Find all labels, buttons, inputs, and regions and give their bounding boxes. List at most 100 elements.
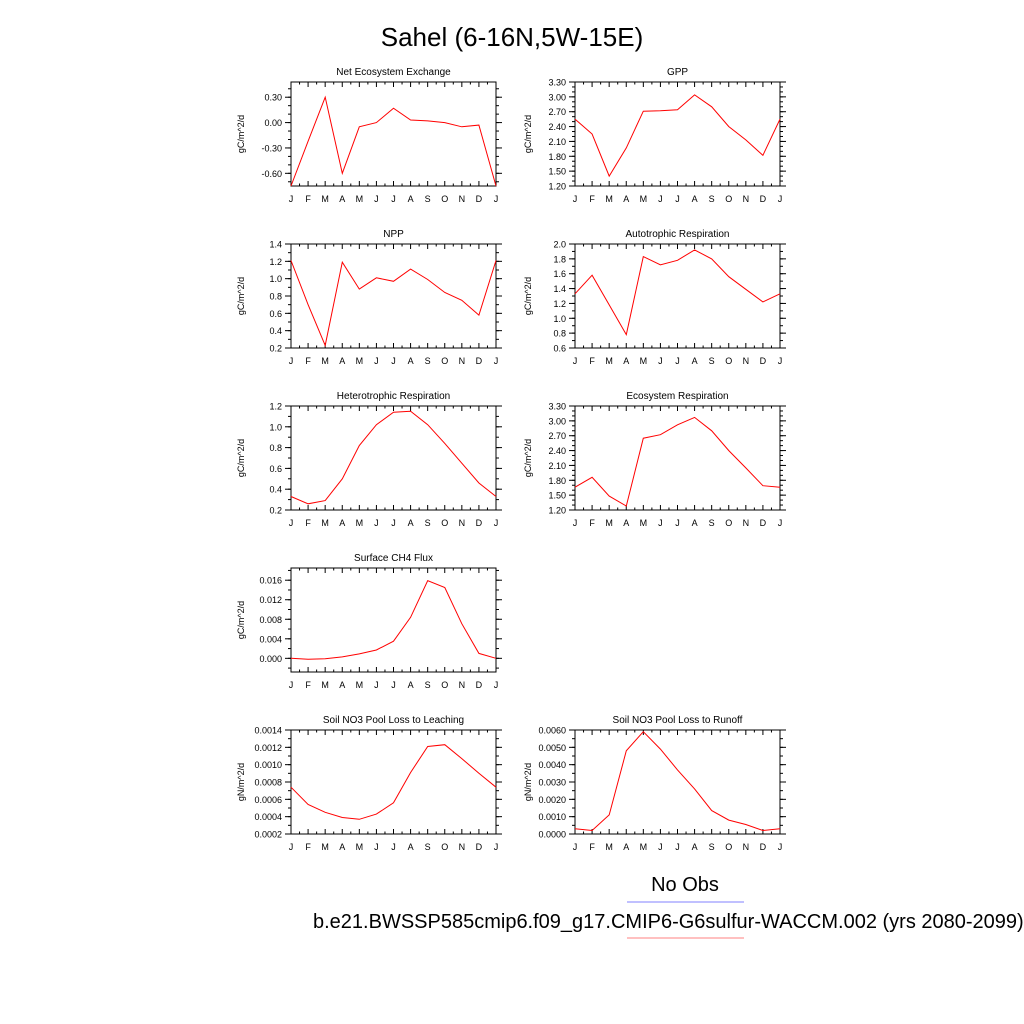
- y-axis-label: gC/m^2/d: [236, 439, 246, 477]
- x-tick-label: S: [425, 680, 431, 690]
- x-tick-label: A: [408, 356, 414, 366]
- y-tick-label: 0.6: [553, 344, 566, 354]
- x-tick-label: D: [476, 680, 483, 690]
- series-line: [574, 730, 781, 832]
- y-tick-label: 0.00: [264, 118, 282, 128]
- y-tick-label: 0.8: [553, 329, 566, 339]
- y-tick-label: 0.0012: [254, 743, 282, 753]
- y-axis-label: gC/m^2/d: [236, 277, 246, 315]
- plot-frame: [290, 405, 497, 511]
- x-tick-label: A: [339, 194, 345, 204]
- x-tick-label: M: [356, 680, 364, 690]
- x-tick-label: O: [725, 842, 732, 852]
- x-tick-label: M: [605, 356, 613, 366]
- plot-frame: [290, 243, 497, 349]
- x-tick-label: S: [709, 518, 715, 528]
- x-tick-label: J: [658, 518, 663, 528]
- x-tick-label: N: [459, 680, 466, 690]
- y-tick-label: 0.000: [259, 654, 282, 664]
- panel-title: GPP: [667, 67, 688, 78]
- y-tick-label: 0.0002: [254, 830, 282, 840]
- x-tick-label: J: [494, 194, 499, 204]
- x-tick-label: J: [391, 518, 396, 528]
- x-tick-label: A: [408, 518, 414, 528]
- y-tick-label: 0.30: [264, 93, 282, 103]
- x-tick-label: A: [339, 680, 345, 690]
- x-tick-label: M: [605, 842, 613, 852]
- x-tick-label: D: [760, 194, 767, 204]
- x-tick-label: N: [459, 194, 466, 204]
- y-tick-label: 3.30: [548, 402, 566, 412]
- x-tick-label: J: [289, 842, 294, 852]
- x-tick-label: M: [321, 842, 329, 852]
- x-tick-label: O: [441, 194, 448, 204]
- plot-frame: [574, 81, 781, 187]
- series-line: [290, 95, 497, 187]
- x-tick-label: A: [339, 518, 345, 528]
- y-tick-label: 1.0: [269, 274, 282, 284]
- series-line: [290, 410, 497, 505]
- y-tick-label: 1.80: [548, 152, 566, 162]
- x-tick-label: J: [289, 194, 294, 204]
- y-tick-label: 0.8: [269, 292, 282, 302]
- y-tick-label: 0.0006: [254, 795, 282, 805]
- x-tick-label: J: [391, 842, 396, 852]
- x-tick-label: A: [339, 356, 345, 366]
- y-tick-label: 1.2: [269, 402, 282, 412]
- x-tick-label: S: [709, 194, 715, 204]
- x-tick-label: N: [743, 194, 750, 204]
- x-tick-label: M: [640, 194, 648, 204]
- x-tick-label: J: [675, 518, 680, 528]
- x-tick-label: F: [305, 356, 311, 366]
- series-line: [574, 249, 781, 336]
- legend-model-label: b.e21.BWSSP585cmip6.f09_g17.CMIP6-G6sulf…: [313, 911, 1024, 933]
- x-tick-label: M: [356, 194, 364, 204]
- x-tick-label: A: [692, 518, 698, 528]
- x-tick-label: O: [441, 680, 448, 690]
- y-tick-label: 1.80: [548, 476, 566, 486]
- x-tick-label: O: [725, 194, 732, 204]
- panel-title: Heterotrophic Respiration: [337, 391, 450, 402]
- x-tick-label: M: [321, 356, 329, 366]
- panel-title: Ecosystem Respiration: [626, 391, 728, 402]
- y-tick-label: 0.6: [269, 464, 282, 474]
- y-tick-label: 2.40: [548, 446, 566, 456]
- x-tick-label: F: [589, 356, 595, 366]
- x-tick-label: J: [778, 842, 783, 852]
- x-tick-label: J: [494, 680, 499, 690]
- panel-title: NPP: [383, 229, 404, 240]
- x-tick-label: M: [356, 518, 364, 528]
- y-tick-label: -0.60: [261, 169, 282, 179]
- x-tick-label: N: [459, 842, 466, 852]
- y-tick-label: 0.004: [259, 634, 282, 644]
- y-tick-label: 0.0008: [254, 778, 282, 788]
- x-tick-label: M: [605, 194, 613, 204]
- x-tick-label: M: [321, 194, 329, 204]
- y-tick-label: 0.0000: [538, 830, 566, 840]
- y-axis-label: gN/m^2/d: [523, 763, 533, 801]
- y-tick-label: 3.00: [548, 416, 566, 426]
- y-tick-label: 0.2: [269, 506, 282, 516]
- x-tick-label: O: [441, 356, 448, 366]
- x-tick-label: F: [305, 518, 311, 528]
- x-tick-label: O: [441, 842, 448, 852]
- y-axis-label: gC/m^2/d: [523, 439, 533, 477]
- x-tick-label: J: [778, 356, 783, 366]
- x-tick-label: D: [476, 842, 483, 852]
- y-tick-label: 1.20: [548, 182, 566, 192]
- series-line: [574, 416, 781, 507]
- y-axis-label: gN/m^2/d: [236, 763, 246, 801]
- x-tick-label: J: [573, 518, 578, 528]
- x-tick-label: J: [374, 356, 379, 366]
- y-tick-label: 2.70: [548, 107, 566, 117]
- x-tick-label: J: [658, 842, 663, 852]
- x-tick-label: J: [289, 356, 294, 366]
- x-tick-label: J: [658, 356, 663, 366]
- x-tick-label: J: [391, 194, 396, 204]
- x-tick-label: M: [321, 680, 329, 690]
